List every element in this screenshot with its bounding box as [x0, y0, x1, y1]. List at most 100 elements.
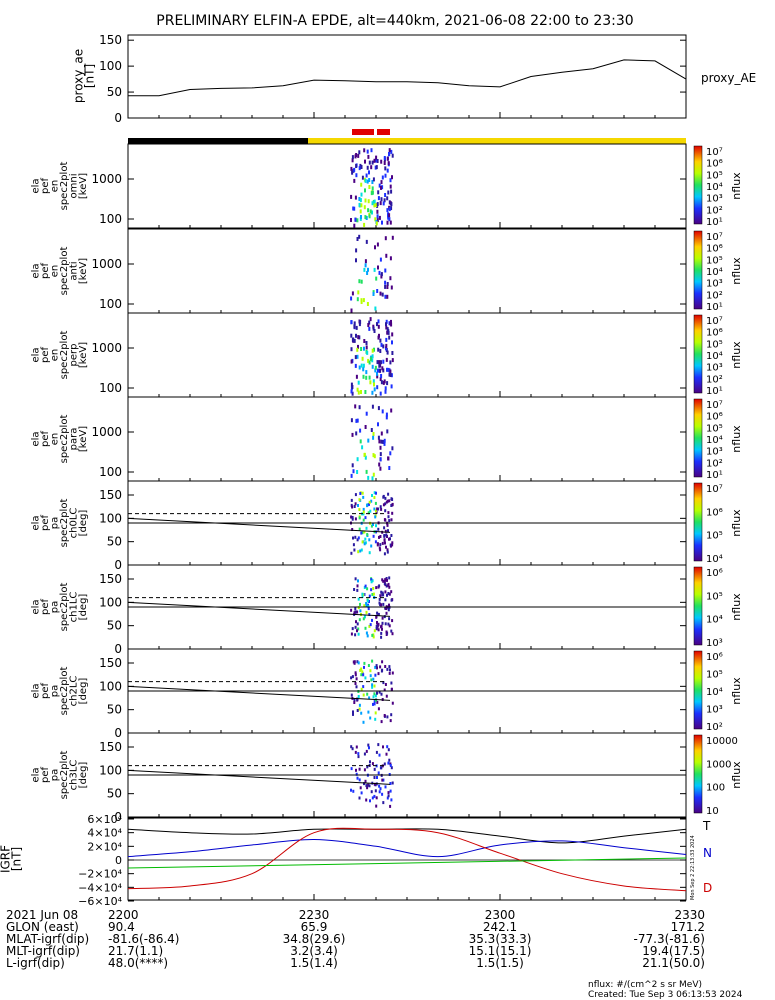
spectrogram-pixel	[351, 517, 354, 521]
spectrogram-pixel	[376, 507, 379, 511]
spectrogram-pixel	[391, 541, 394, 545]
spectrogram-pixel	[376, 691, 378, 695]
spectrogram-pixel	[384, 598, 387, 602]
spectrogram-pixel	[384, 280, 387, 285]
spectrogram-pixel	[357, 627, 360, 631]
spectrogram-pixel	[368, 594, 371, 598]
spectrogram-pixel	[355, 677, 358, 681]
spectrogram-pixel	[389, 543, 392, 547]
spectrogram-pixel	[366, 350, 369, 355]
plot-title: PRELIMINARY ELFIN-A EPDE, alt=440km, 202…	[156, 13, 633, 29]
colorbar-tick-label: 10³	[706, 638, 723, 649]
spectrogram-pixel	[351, 516, 354, 519]
colorbar-tick-label: 10¹	[706, 217, 723, 228]
spectrogram-pixel	[386, 745, 389, 749]
spectrogram-pixel	[373, 203, 376, 208]
spectrogram-pixel	[377, 707, 380, 711]
spectrogram-pixel	[351, 675, 354, 679]
spectrogram-pixel	[361, 445, 364, 450]
spectrogram-pixel	[366, 786, 369, 790]
spectrogram-pixel	[358, 166, 361, 171]
spectrogram-pixel	[380, 185, 382, 190]
footer-note-created: Created: Tue Sep 3 06:13:53 2024	[588, 990, 743, 1000]
spectrogram-pixel	[355, 418, 358, 423]
spectrogram-pixel	[368, 551, 371, 555]
loss-cone-solid	[127, 769, 391, 785]
spectrogram-pixel	[378, 360, 381, 365]
ytick-label: 100	[99, 297, 122, 311]
ae-yticks: 150 100 50 0	[99, 33, 687, 125]
colorbar-tick-label: 10⁴	[706, 615, 723, 626]
spectrogram-pixel	[385, 322, 387, 327]
spectrogram-pixel	[355, 325, 358, 330]
spectrogram-pixel	[379, 466, 382, 471]
spectrogram-pixel	[380, 603, 383, 607]
spectrogram-pixel	[389, 789, 392, 793]
spectrogram-pixel	[370, 678, 373, 682]
spectrogram-pixel	[386, 535, 388, 538]
colorbar-tick-label: 10²	[706, 722, 723, 733]
spectrogram-pixel	[356, 218, 359, 223]
spectrogram-pixel	[385, 253, 388, 258]
spectrogram-pixel	[350, 498, 353, 502]
ylabel-line: pef	[40, 599, 51, 616]
ylabel-line: spec2plot	[59, 247, 70, 296]
ylabel-line: pef	[40, 347, 51, 364]
spectrogram-pixel	[386, 294, 389, 299]
colorbar-tick-label: 10²	[706, 374, 723, 385]
spectrogram-pixel	[379, 457, 382, 462]
spectrogram-pixel	[381, 621, 384, 625]
spectrogram-pixel	[387, 794, 390, 798]
spectrogram-pixel	[356, 776, 359, 780]
spectrogram-pixel	[363, 782, 365, 786]
spectrogram-pixel	[351, 158, 354, 163]
spectrogram-pixel	[373, 454, 376, 459]
spectrogram-pixel	[364, 390, 367, 394]
spectrogram-pixel	[372, 379, 375, 384]
spectrogram-pixel	[386, 499, 389, 503]
spectrogram-pixel	[353, 321, 356, 326]
spectrogram-pixel	[354, 502, 357, 506]
spectrogram-pixel	[389, 762, 392, 766]
spectrogram-pixel	[386, 548, 389, 552]
spectrogram-pixel	[362, 507, 365, 511]
spectrogram-pixel	[384, 622, 387, 626]
igrf-T-line	[127, 828, 687, 844]
spectrogram-pixel	[380, 274, 383, 279]
spectrogram-pixel	[350, 515, 353, 519]
spectrogram-pixel	[366, 503, 369, 507]
spectrogram-pixel	[391, 511, 394, 515]
spectrogram-pixel	[383, 582, 386, 585]
spectrogram-pixel	[383, 688, 386, 692]
spectrogram-pixel	[359, 602, 361, 606]
spectrogram-pixel	[362, 673, 365, 677]
spectrogram-pixel	[370, 524, 373, 528]
ae-ytick-label: 150	[99, 33, 122, 47]
spectrogram-pixel	[350, 418, 353, 423]
colorbar-tick-label: 10⁵	[706, 339, 723, 350]
spectrogram-pixel	[372, 677, 375, 681]
spectrogram-pixel	[371, 796, 374, 800]
spectrogram-pixel	[383, 762, 386, 766]
spectrogram-pixel	[371, 494, 373, 497]
spectrogram-pixel	[357, 504, 359, 507]
ytick-label: 0	[114, 726, 122, 740]
spectrogram-pixel	[377, 672, 380, 676]
spectrogram-pixel	[364, 584, 367, 588]
spectrogram-pixel	[384, 541, 386, 545]
igrf-N-line	[127, 838, 687, 858]
spectrogram-pixel	[388, 499, 391, 503]
spectrogram-pixel	[384, 268, 387, 273]
spectrogram-pixel	[357, 661, 360, 665]
spectrogram-pixel	[359, 786, 362, 790]
colorbar-tick-label: 10⁵	[706, 531, 723, 542]
spectrogram-pixel	[353, 178, 356, 183]
spectrogram-pixel	[358, 279, 361, 284]
spectrogram-pixel	[377, 743, 380, 747]
spectrogram-pixel	[350, 296, 353, 301]
spectrogram-pixel	[368, 375, 371, 380]
spectrogram-pixel	[385, 415, 388, 420]
